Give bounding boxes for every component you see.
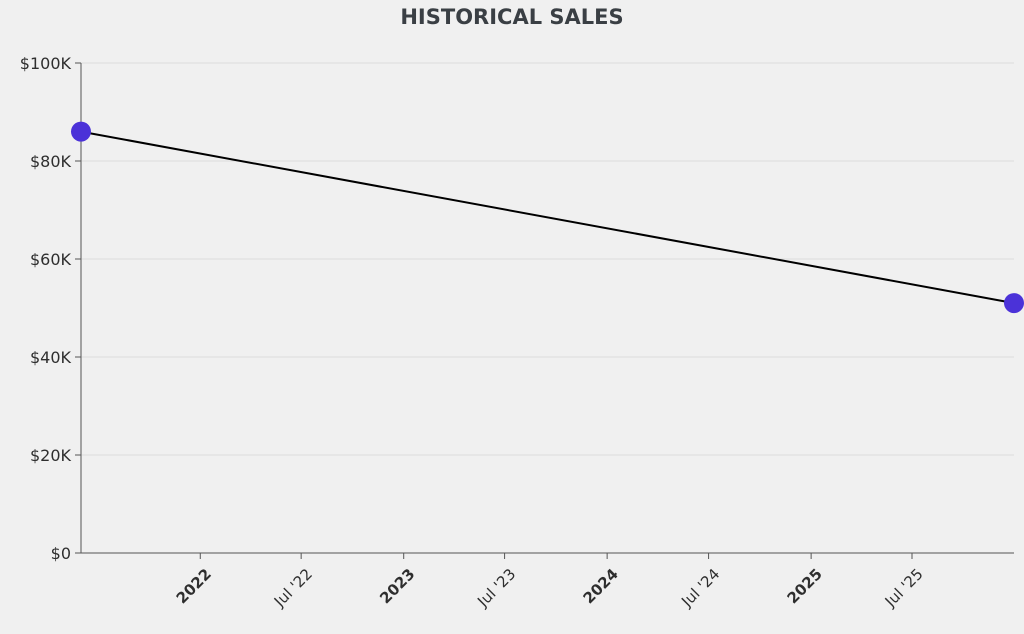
series-layer <box>80 130 1015 305</box>
y-tick-label: $40K <box>30 348 72 367</box>
data-point <box>1004 293 1024 314</box>
x-tick-label: 2022 <box>173 565 215 607</box>
x-tick-label: Jul '22 <box>270 565 316 611</box>
series-line <box>80 130 1015 305</box>
x-axis-ticks: 2022 Jul '22 2023 Jul '23 2024 Jul '24 2025 Jul… <box>173 553 927 611</box>
data-points <box>71 121 1024 314</box>
y-tick-label: $80K <box>30 152 72 171</box>
y-tick-label: $60K <box>30 250 72 269</box>
data-point <box>71 121 91 142</box>
x-tick-label: Jul '25 <box>881 565 927 611</box>
x-tick-label: 2025 <box>784 565 826 607</box>
x-tick-label: 2024 <box>580 565 622 607</box>
x-tick-label: Jul '24 <box>677 565 723 611</box>
chart-title: HISTORICAL SALES <box>400 5 624 29</box>
y-tick-label: $0 <box>51 544 71 563</box>
axes <box>80 63 1014 554</box>
x-tick-label: Jul '23 <box>473 565 519 611</box>
y-axis-ticks: $0 $20K $40K $60K $80K $100K <box>20 54 81 563</box>
x-tick-label: 2023 <box>376 565 418 607</box>
grid-lines <box>81 62 1014 456</box>
y-tick-label: $100K <box>20 54 72 73</box>
y-tick-label: $20K <box>30 446 72 465</box>
